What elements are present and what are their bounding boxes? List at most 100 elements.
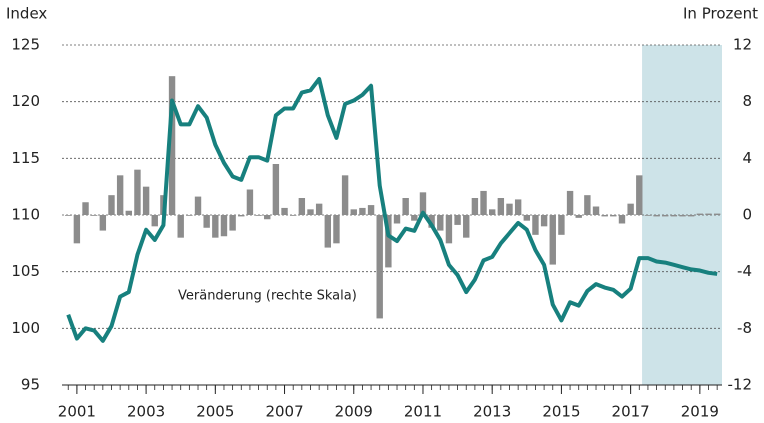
- y-tick-label: 100: [11, 319, 40, 337]
- bar: [454, 215, 461, 225]
- bar: [480, 190, 487, 215]
- x-tick-label: 2015: [542, 403, 580, 421]
- bar: [289, 215, 297, 216]
- bar: [679, 215, 686, 217]
- bar: [220, 215, 228, 237]
- y-tick-label: 95: [21, 376, 40, 394]
- bar: [558, 215, 565, 235]
- bar: [108, 195, 115, 215]
- bar: [437, 215, 444, 231]
- x-tick-label: 2017: [612, 403, 650, 421]
- annotation: Veränderung (rechte Skala): [178, 289, 357, 304]
- bar: [514, 199, 522, 215]
- bar: [264, 215, 271, 220]
- y2-tick-label: 12: [733, 36, 752, 54]
- bar: [281, 207, 288, 215]
- bar: [488, 209, 496, 215]
- bar: [506, 203, 513, 215]
- bar: [566, 190, 574, 215]
- bar: [142, 186, 150, 215]
- x-tick-label: 2003: [127, 403, 165, 421]
- y2-tick-label: -12: [728, 376, 753, 394]
- y-tick-label: 125: [11, 36, 40, 54]
- bar: [549, 215, 556, 265]
- bar: [246, 189, 254, 215]
- y2-axis-label: In Prozent: [683, 5, 758, 23]
- y-axis-label: Index: [6, 5, 47, 23]
- bar: [402, 198, 409, 215]
- bar: [540, 215, 548, 227]
- y-tick-label: 115: [11, 149, 40, 167]
- bar: [601, 215, 608, 217]
- bar: [463, 215, 470, 238]
- bar: [255, 215, 262, 216]
- bar: [307, 209, 314, 215]
- bar: [90, 215, 98, 216]
- bar: [212, 215, 219, 238]
- bar: [662, 215, 669, 217]
- bar: [393, 215, 401, 224]
- x-tick-label: 2007: [265, 403, 303, 421]
- bar: [186, 215, 193, 216]
- bar: [238, 215, 245, 217]
- x-tick-label: 2011: [404, 403, 442, 421]
- bar: [618, 215, 626, 224]
- bar: [73, 215, 81, 244]
- bar: [670, 215, 678, 217]
- bar: [497, 198, 505, 215]
- x-tick-label: 2001: [58, 403, 96, 421]
- y-tick-label: 110: [11, 206, 40, 224]
- x-tick-label: 2019: [681, 403, 719, 421]
- y2-tick-label: -4: [737, 262, 752, 280]
- y2-tick-label: 0: [742, 206, 752, 224]
- bar: [229, 215, 236, 231]
- bar: [298, 198, 306, 215]
- bar: [315, 203, 323, 215]
- bar: [194, 196, 202, 215]
- bar: [592, 206, 600, 215]
- y-tick-label: 105: [11, 262, 40, 280]
- bar: [445, 215, 453, 244]
- bar: [151, 215, 158, 227]
- bar: [575, 215, 582, 218]
- bar: [341, 175, 349, 215]
- bar: [385, 215, 392, 268]
- index-line: [66, 77, 718, 343]
- bar: [523, 215, 531, 221]
- bar: [125, 210, 132, 215]
- bar: [705, 213, 712, 215]
- bar: [367, 205, 375, 215]
- bar: [168, 76, 176, 216]
- bar: [610, 215, 617, 217]
- y2-tick-label: 4: [742, 149, 752, 167]
- bar: [203, 215, 210, 228]
- bar: [333, 215, 340, 244]
- bar: [713, 213, 721, 215]
- bar: [627, 203, 634, 215]
- bar: [65, 215, 72, 216]
- bar: [359, 207, 366, 215]
- bar: [687, 215, 695, 217]
- bar: [272, 164, 280, 215]
- bar: [653, 215, 660, 217]
- bar: [411, 215, 418, 221]
- bar: [99, 215, 107, 231]
- y-tick-label: 120: [11, 92, 40, 110]
- bar: [584, 195, 591, 215]
- bar: [82, 202, 89, 215]
- bar: [324, 215, 331, 248]
- bar: [116, 175, 124, 215]
- bar: [471, 198, 479, 215]
- bar: [644, 215, 652, 216]
- bar: [376, 215, 383, 319]
- bar: [428, 215, 435, 228]
- x-tick-label: 2013: [473, 403, 511, 421]
- x-tick-label: 2009: [335, 403, 373, 421]
- bar: [532, 215, 539, 235]
- bar: [134, 169, 141, 215]
- bar: [419, 192, 427, 215]
- bar: [696, 213, 704, 215]
- bar: [350, 209, 357, 215]
- y2-tick-label: -8: [737, 319, 752, 337]
